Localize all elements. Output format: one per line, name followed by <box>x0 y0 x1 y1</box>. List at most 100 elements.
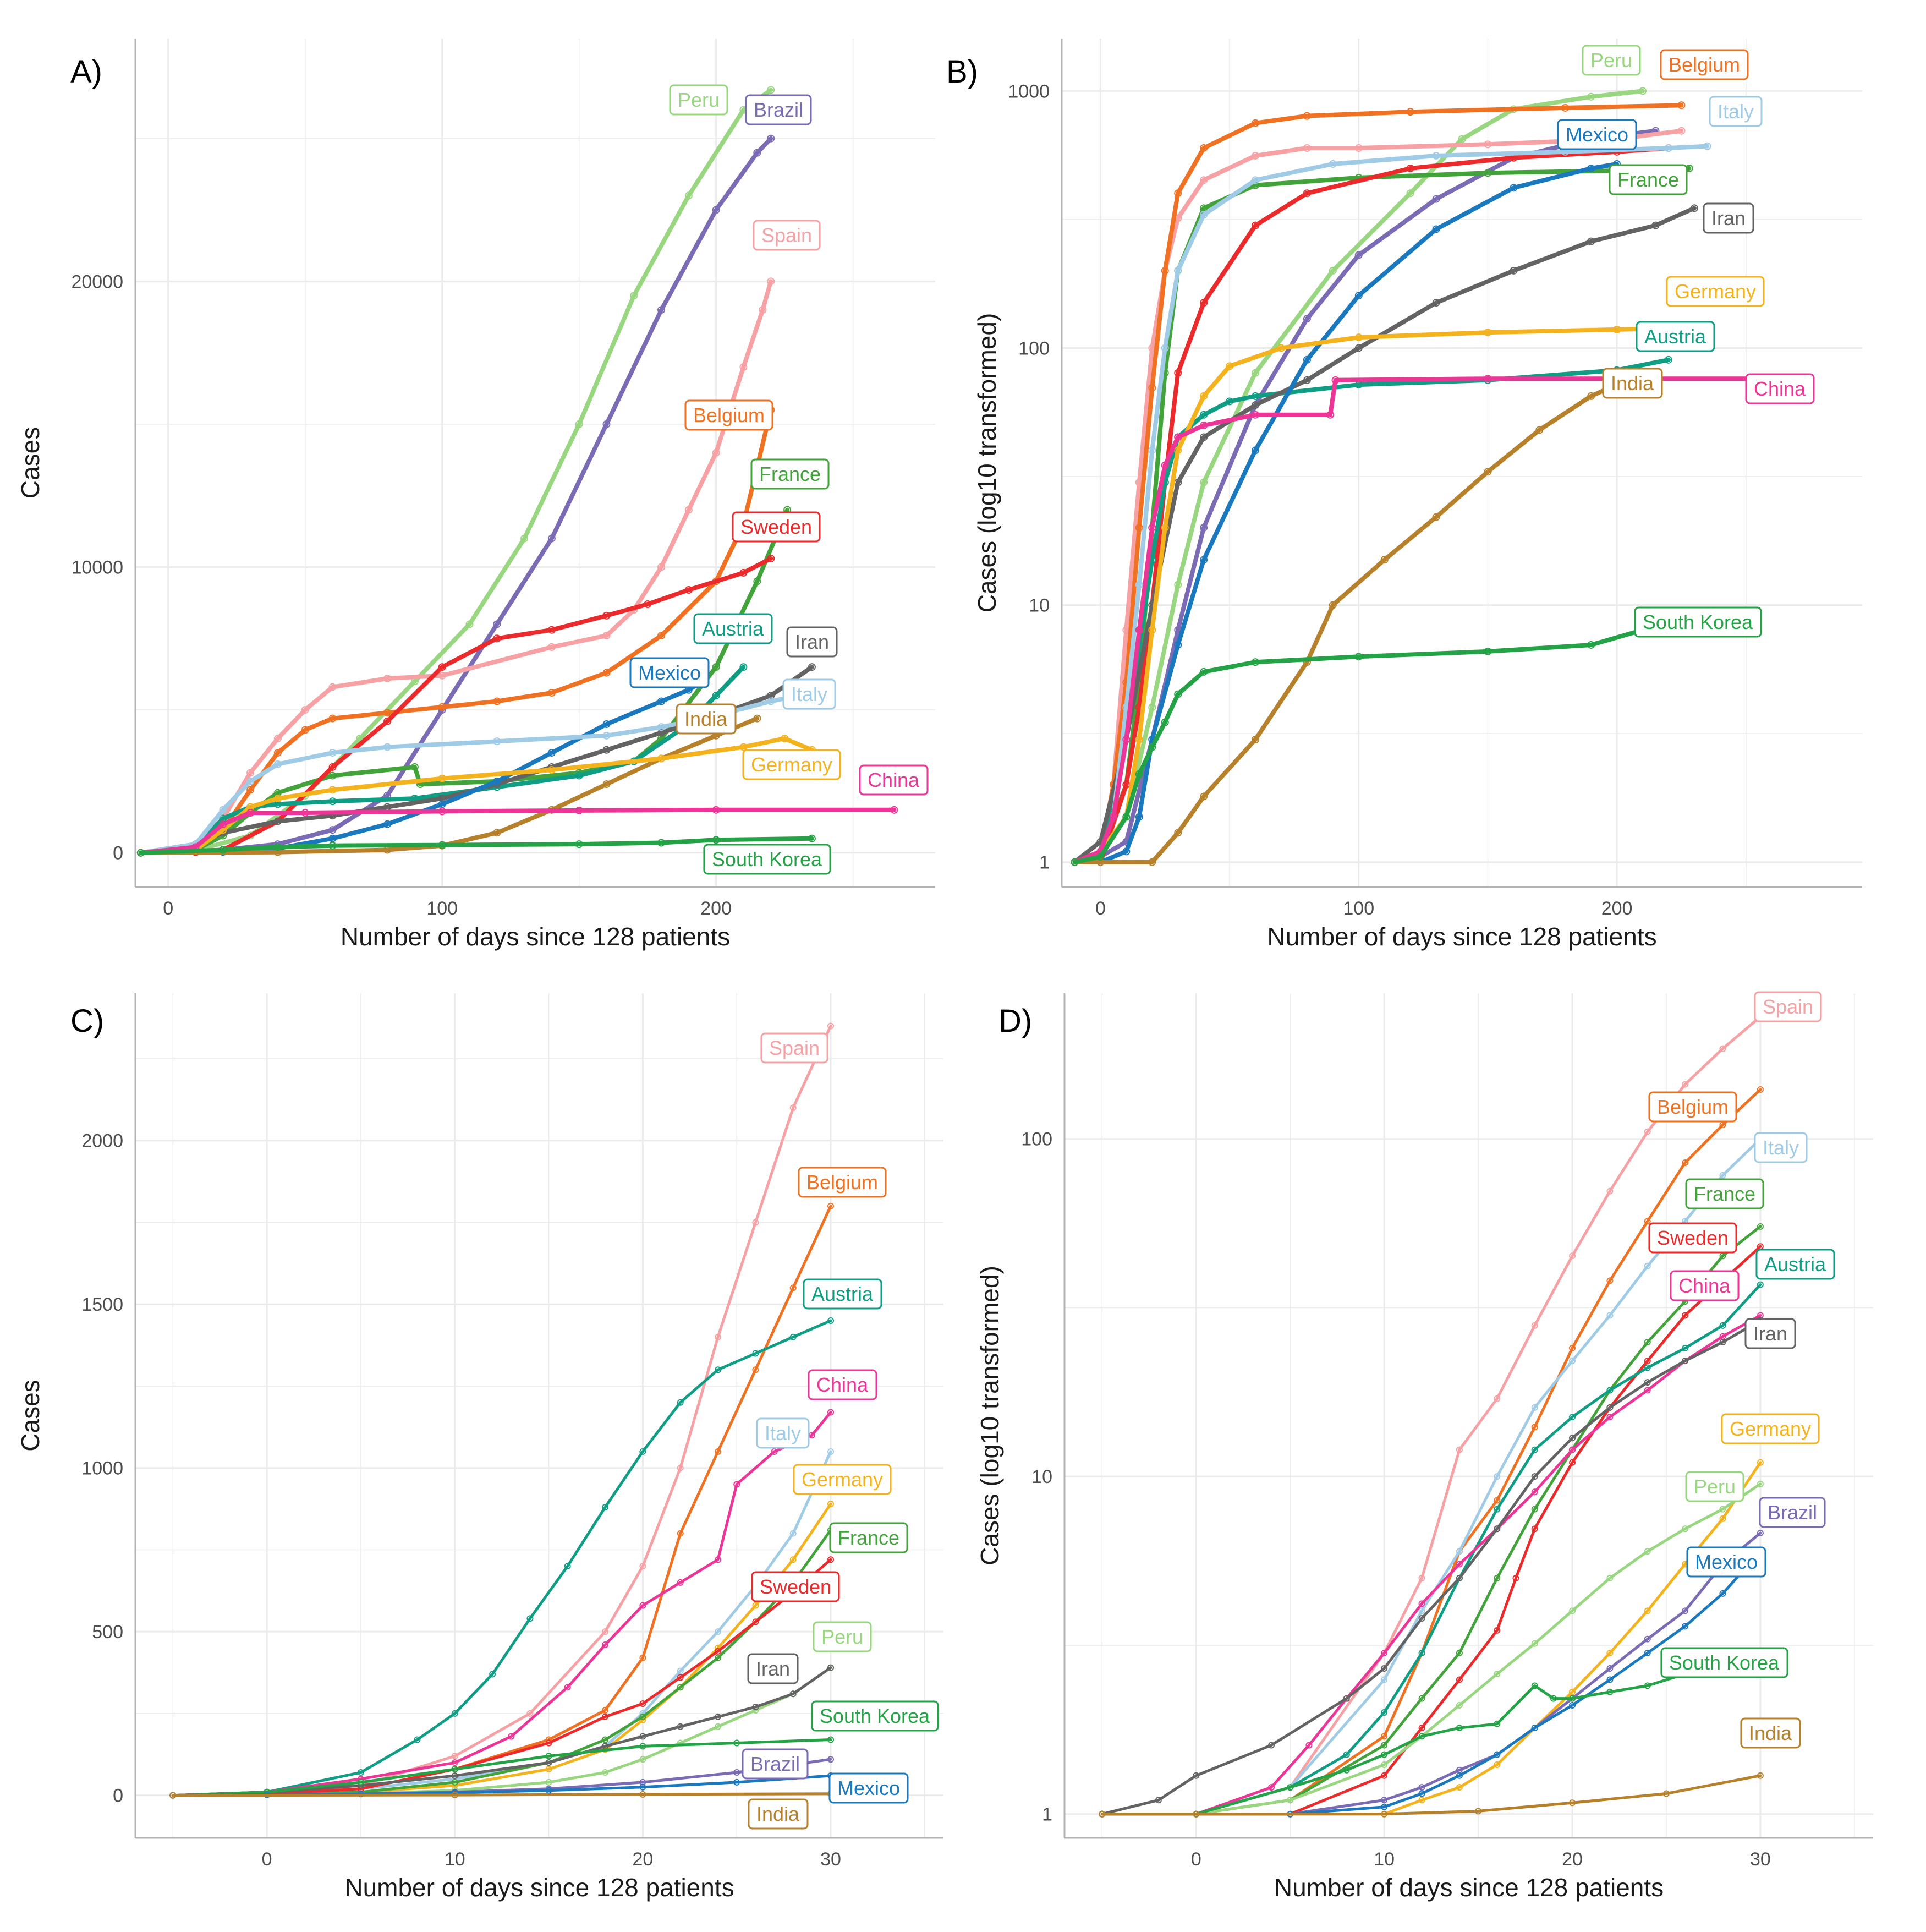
data-point-south-korea <box>219 846 227 854</box>
data-point-belgium <box>1561 103 1570 112</box>
data-point-austria <box>1226 397 1234 406</box>
data-point-italy <box>1381 1676 1388 1683</box>
data-point-belgium <box>383 709 392 717</box>
data-point-belgium <box>1303 112 1311 120</box>
data-point-mexico <box>545 1787 552 1794</box>
data-point-iran <box>1343 1695 1350 1702</box>
series-label-box <box>760 1032 828 1064</box>
data-point-italy <box>1174 266 1182 275</box>
series-label-france: France <box>1609 164 1688 195</box>
series-label-box <box>1745 373 1815 404</box>
series-label-text: South Korea <box>1669 1651 1780 1674</box>
data-point-brazil <box>733 1769 740 1776</box>
data-point-brazil <box>712 206 720 214</box>
series-line-austria <box>171 1319 832 1797</box>
data-point-south-korea <box>1354 653 1363 661</box>
data-point-south-korea <box>1096 852 1105 861</box>
data-point-italy <box>1494 1473 1501 1480</box>
data-point-china <box>1456 1561 1463 1568</box>
data-point-south-korea <box>1644 1682 1651 1689</box>
data-point-italy <box>328 748 337 757</box>
series-label-box <box>813 1621 872 1652</box>
data-point-india <box>1569 1799 1576 1807</box>
x-tick-label: 200 <box>1601 898 1633 919</box>
data-point-austria <box>789 1333 797 1340</box>
series-label-iran: Iran <box>1703 202 1754 234</box>
series-label-box <box>756 1417 810 1449</box>
series-label-box <box>1666 276 1765 307</box>
data-point-austria <box>1682 1344 1689 1351</box>
data-point-south-korea <box>1381 1751 1388 1758</box>
data-point-india <box>169 1792 177 1799</box>
data-point-south-korea <box>1606 1688 1614 1695</box>
series-label-italy: Italy <box>1754 1132 1808 1163</box>
data-point-china <box>890 806 898 814</box>
data-point-france <box>602 1736 609 1743</box>
series-label-text: Germany <box>1675 280 1756 303</box>
series-line-china <box>139 807 897 855</box>
data-point-china <box>1418 1600 1425 1607</box>
series-line-france <box>1100 1225 1762 1816</box>
y-tick-label: 2000 <box>81 1131 123 1152</box>
series-line-germany <box>139 736 814 855</box>
panel-letter: C) <box>70 1003 104 1039</box>
data-point-sweden <box>547 626 556 634</box>
data-point-mexico <box>1531 1725 1538 1732</box>
data-point-france <box>1484 169 1492 177</box>
data-point-spain <box>767 277 775 286</box>
data-point-iran <box>1690 204 1698 212</box>
series-label-text: Mexico <box>837 1777 900 1799</box>
data-point-iran <box>657 729 666 737</box>
data-point-germany <box>1135 735 1143 743</box>
data-point-india <box>1432 513 1440 521</box>
series-label-sweden: Sweden <box>751 1571 840 1602</box>
data-point-france <box>753 577 761 585</box>
series-line-peru <box>1100 1482 1762 1816</box>
x-tick-label: 30 <box>1750 1849 1771 1870</box>
series-label-box <box>669 84 728 116</box>
data-point-south-korea <box>1122 813 1131 821</box>
data-point-austria <box>1644 1364 1651 1371</box>
data-point-sweden <box>493 634 501 643</box>
series-label-text: Belgium <box>806 1171 878 1194</box>
data-point-italy <box>1135 581 1143 589</box>
panel-letter: D) <box>998 1003 1032 1039</box>
data-point-germany <box>1174 446 1182 455</box>
data-point-brazil <box>767 134 775 143</box>
data-point-iran <box>1303 376 1311 384</box>
data-point-china <box>1135 626 1143 634</box>
data-point-south-korea <box>639 1743 646 1750</box>
data-point-spain <box>451 1753 458 1760</box>
series-label-box <box>808 1369 877 1400</box>
series-label-peru: Peru <box>669 84 728 116</box>
x-tick-label: 10 <box>445 1849 465 1870</box>
data-point-china <box>712 806 720 814</box>
series-label-text: Brazil <box>750 1753 800 1775</box>
data-point-peru <box>1757 1480 1764 1487</box>
series-label-box <box>828 1772 909 1804</box>
series-labels: Spain Belgium Italy France Sweden Austria Chin… <box>1648 991 1835 1749</box>
data-point-sweden <box>1512 1574 1519 1581</box>
data-point-germany <box>1200 392 1208 400</box>
series-label-text: Peru <box>821 1625 863 1648</box>
data-point-south-korea <box>1531 1682 1538 1689</box>
data-point-iran <box>1510 266 1518 275</box>
data-point-austria <box>1569 1414 1576 1421</box>
data-point-peru <box>1606 1574 1614 1581</box>
data-point-austria <box>715 1366 722 1373</box>
data-point-spain <box>526 1710 534 1717</box>
series-label-text: China <box>1754 377 1806 400</box>
data-point-spain <box>639 1563 646 1570</box>
series-line-iran <box>1100 1319 1762 1816</box>
data-point-spain <box>1569 1252 1576 1260</box>
data-point-austria <box>526 1615 534 1622</box>
data-point-china <box>639 1602 646 1609</box>
x-tick-label: 20 <box>1562 1849 1583 1870</box>
series-label-text: Austria <box>811 1283 874 1305</box>
data-point-iran <box>752 1704 759 1711</box>
series-label-box <box>1754 991 1822 1022</box>
series-label-text: China <box>816 1373 869 1396</box>
data-point-brazil <box>753 149 761 157</box>
series-label-text: Belgium <box>1657 1096 1729 1118</box>
series-label-box <box>1609 164 1688 195</box>
